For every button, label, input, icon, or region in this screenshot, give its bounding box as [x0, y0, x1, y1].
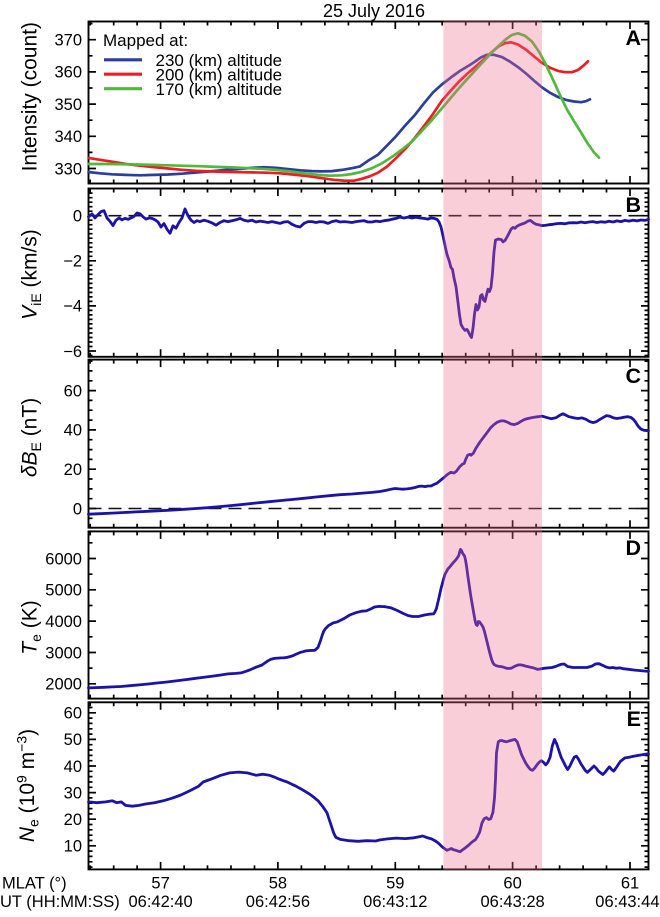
svg-text:20: 20 [64, 811, 82, 829]
svg-text:UT (HH:MM:SS): UT (HH:MM:SS) [0, 893, 120, 911]
svg-text:58: 58 [269, 875, 287, 893]
svg-text:25 July 2016: 25 July 2016 [323, 1, 425, 21]
svg-text:Te (K): Te (K) [19, 600, 45, 654]
svg-text:330: 330 [54, 160, 82, 178]
svg-text:A: A [625, 26, 641, 50]
svg-text:6000: 6000 [45, 550, 82, 568]
svg-text:−6: −6 [63, 343, 82, 361]
svg-text:170 (km) altitude: 170 (km) altitude [156, 80, 283, 99]
svg-text:0: 0 [73, 208, 82, 226]
svg-text:60: 60 [64, 705, 82, 723]
svg-text:230 (km) altitude: 230 (km) altitude [156, 51, 283, 70]
svg-text:−4: −4 [63, 298, 82, 316]
svg-text:340: 340 [54, 128, 82, 146]
svg-text:D: D [625, 536, 641, 560]
svg-text:350: 350 [54, 96, 82, 114]
svg-text:60: 60 [503, 875, 521, 893]
svg-text:40: 40 [64, 758, 82, 776]
svg-text:B: B [625, 193, 641, 217]
svg-text:61: 61 [621, 875, 639, 893]
svg-text:06:42:56: 06:42:56 [246, 893, 310, 911]
svg-text:06:43:44: 06:43:44 [595, 893, 659, 911]
svg-text:Mapped at:: Mapped at: [103, 31, 188, 50]
svg-text:40: 40 [64, 422, 82, 440]
svg-text:Intensity (count): Intensity (count) [19, 22, 42, 171]
svg-text:δBE (nT): δBE (nT) [19, 398, 45, 477]
svg-text:360: 360 [54, 64, 82, 82]
svg-text:−2: −2 [63, 253, 82, 271]
svg-text:C: C [625, 364, 641, 388]
svg-text:60: 60 [64, 382, 82, 400]
svg-text:06:43:28: 06:43:28 [480, 893, 544, 911]
svg-text:06:42:40: 06:42:40 [128, 893, 192, 911]
svg-text:0: 0 [73, 500, 82, 518]
svg-text:10: 10 [64, 838, 82, 856]
svg-text:5000: 5000 [45, 582, 82, 600]
svg-text:06:43:12: 06:43:12 [363, 893, 427, 911]
svg-text:30: 30 [64, 784, 82, 802]
svg-text:4000: 4000 [45, 613, 82, 631]
svg-text:ViE (km/s): ViE (km/s) [19, 229, 45, 320]
svg-text:200 (km) altitude: 200 (km) altitude [156, 66, 283, 85]
svg-text:Ne (109 m−3): Ne (109 m−3) [14, 729, 42, 842]
svg-text:59: 59 [386, 875, 404, 893]
svg-text:MLAT (°): MLAT (°) [2, 875, 67, 893]
svg-text:50: 50 [64, 731, 82, 749]
svg-text:2000: 2000 [45, 676, 82, 694]
svg-text:370: 370 [54, 32, 82, 50]
svg-text:20: 20 [64, 461, 82, 479]
svg-text:3000: 3000 [45, 644, 82, 662]
svg-text:E: E [627, 707, 641, 731]
svg-text:57: 57 [151, 875, 169, 893]
